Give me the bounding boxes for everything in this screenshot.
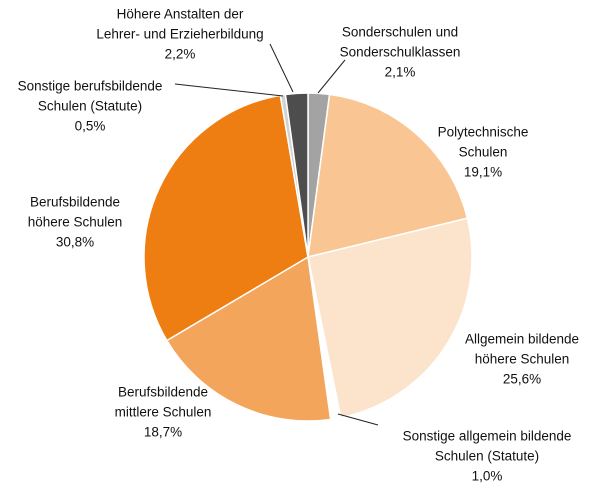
slice-label: Höhere Anstalten der — [117, 7, 244, 22]
value-label: 30,8% — [56, 235, 94, 250]
leader-line — [174, 83, 284, 97]
slice-label: Sonderschulen und — [342, 25, 458, 40]
slice-label: höhere Schulen — [475, 352, 570, 367]
leader-line — [269, 43, 294, 93]
slice-label: Sonstige berufsbildende — [18, 79, 163, 94]
value-label: 1,0% — [472, 469, 503, 484]
slice-label: Sonstige allgemein bildende — [403, 429, 572, 444]
slice-label: höhere Schulen — [28, 215, 123, 230]
slice-label: mittlere Schulen — [115, 405, 212, 420]
value-label: 0,5% — [75, 119, 106, 134]
pie-slice — [165, 255, 332, 422]
value-label: 25,6% — [503, 372, 541, 387]
leader-line — [337, 413, 379, 426]
pie-slice — [284, 92, 309, 258]
value-label: 2,2% — [165, 47, 196, 62]
slice-label: Polytechnische — [438, 125, 529, 140]
pie-slice — [143, 94, 309, 342]
value-label: 19,1% — [464, 165, 502, 180]
slice-label: Schulen — [459, 145, 508, 160]
pie-slice — [307, 217, 473, 419]
slice-label: Allgemein bildende — [465, 332, 579, 347]
value-label: 2,1% — [385, 65, 416, 80]
pie-slice — [307, 93, 469, 258]
slice-label: Sonderschulklassen — [340, 45, 461, 60]
slice-label: Berufsbildende — [30, 195, 120, 210]
slice-label: Lehrer- und Erzieherbildung — [96, 27, 263, 42]
slice-label: Schulen (Statute) — [38, 99, 142, 114]
slice-label: Schulen (Statute) — [435, 449, 539, 464]
slice-label: Berufsbildende — [118, 385, 208, 400]
leader-line — [317, 59, 346, 94]
value-label: 18,7% — [144, 425, 182, 440]
